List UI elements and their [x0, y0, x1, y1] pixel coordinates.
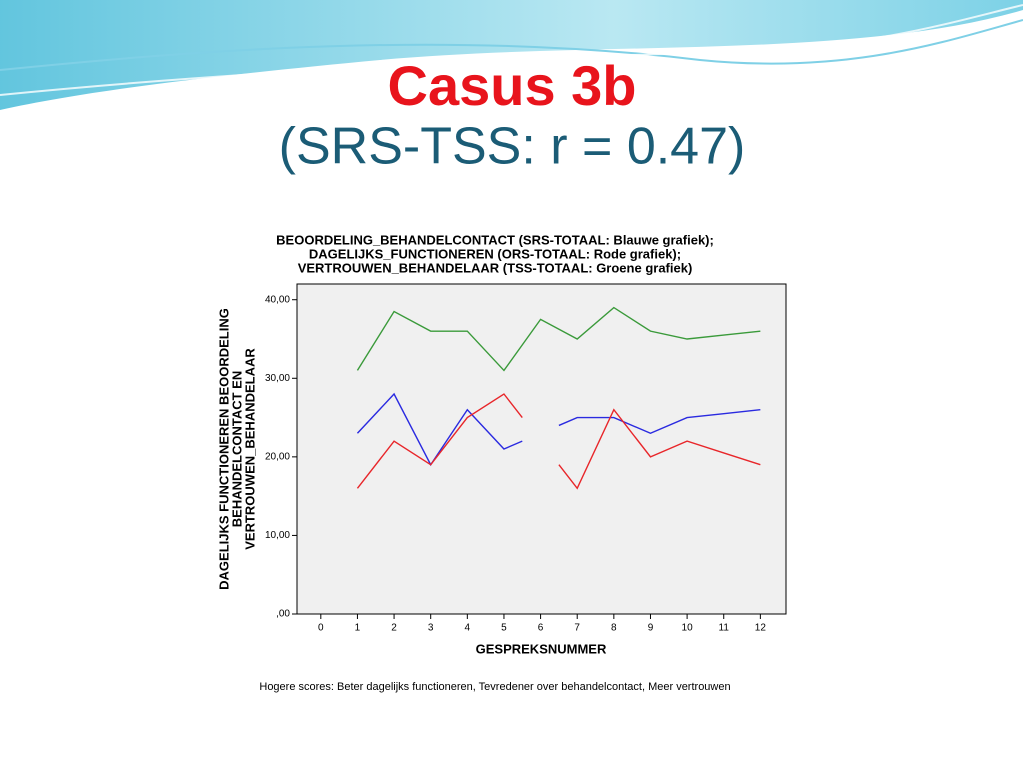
header-wave-line: [0, 4, 1023, 96]
x-tick-label: 0: [318, 623, 324, 634]
slide-title: Casus 3b: [388, 54, 637, 117]
x-tick-label: 4: [465, 623, 471, 634]
x-tick-label: 3: [428, 623, 434, 634]
x-tick-label: 12: [755, 623, 767, 634]
x-tick-label: 11: [719, 623, 730, 634]
x-tick-label: 2: [391, 623, 397, 634]
x-tick-label: 10: [682, 623, 694, 634]
x-tick-label: 1: [355, 623, 361, 634]
x-tick-label: 9: [648, 623, 654, 634]
chart-title: BEOORDELING_BEHANDELCONTACT (SRS-TOTAAL:…: [276, 232, 714, 247]
header-wave-line: [0, 19, 1023, 71]
series-line: [356, 392, 761, 467]
x-axis-label: GESPREKSNUMMER: [476, 641, 607, 656]
y-axis-label: VERTROUWEN_BEHANDELAAR: [242, 348, 257, 550]
chart-title: DAGELIJKS_FUNCTIONEREN (ORS-TOTAAL: Rode…: [309, 246, 681, 261]
series-line: [356, 306, 761, 372]
x-tick-label: 7: [574, 623, 580, 634]
y-tick-label: ,00: [276, 609, 290, 620]
y-tick-label: 30,00: [265, 373, 290, 384]
y-axis-label: BEHANDELCONTACT EN: [229, 371, 244, 527]
x-tick-label: 6: [538, 623, 544, 634]
plot-area: [296, 283, 787, 615]
x-tick-label: 5: [501, 623, 507, 634]
y-tick-label: 10,00: [265, 530, 290, 541]
x-tick-label: 8: [611, 623, 617, 634]
y-tick-label: 40,00: [265, 294, 290, 305]
chart-note: Hogere scores: Beter dagelijks functione…: [259, 681, 730, 693]
y-tick-label: 20,00: [265, 451, 290, 462]
chart-title: VERTROUWEN_BEHANDELAAR (TSS-TOTAAL: Groe…: [298, 260, 693, 275]
header-wave: [0, 0, 1023, 110]
series-line: [356, 393, 761, 490]
chart: BEOORDELING_BEHANDELCONTACT (SRS-TOTAAL:…: [216, 232, 787, 693]
y-axis-label: DAGELIJKS FUNCTIONEREN BEOORDELING: [216, 308, 231, 590]
slide-subtitle: (SRS-TSS: r = 0.47): [279, 118, 746, 176]
